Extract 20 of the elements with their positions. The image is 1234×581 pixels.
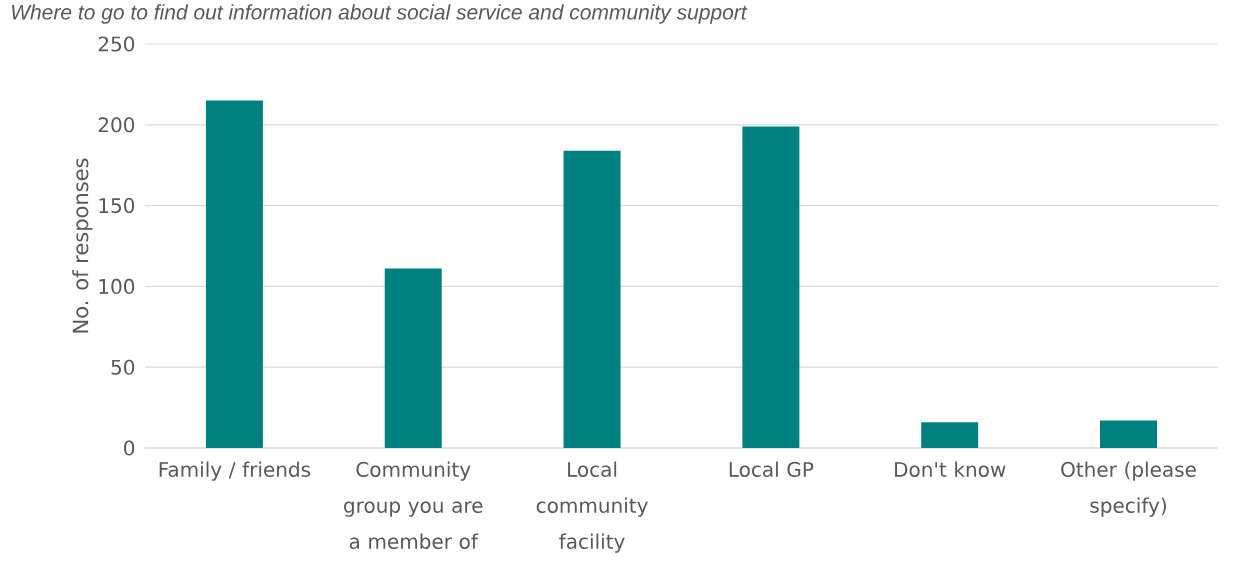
y-tick-label: 200 [98,117,135,133]
x-tick-label: Community group you are a member of [344,461,483,549]
y-tick-label: 250 [98,36,135,52]
x-tick-label: Don't know [895,461,1006,477]
y-tick-label: 150 [99,198,135,214]
y-tick-label: 0 [124,440,135,456]
bar [563,150,621,448]
y-axis-title: No. of responses [72,158,93,333]
y-tick-label: 50 [111,359,135,375]
x-tick-label: Local community facility [536,461,648,553]
x-tick-label: Family / friends [159,461,311,481]
bar [921,422,979,448]
y-tick-label: 100 [99,278,135,294]
x-tick-label: Other (please specify) [1061,461,1196,517]
x-tick-label: Local GP [729,461,814,477]
bar [742,126,800,448]
chart-title: Where to go to find out information about social service and community support [12,4,748,24]
bar [1100,420,1158,448]
bar [384,268,442,448]
bar [205,100,263,448]
